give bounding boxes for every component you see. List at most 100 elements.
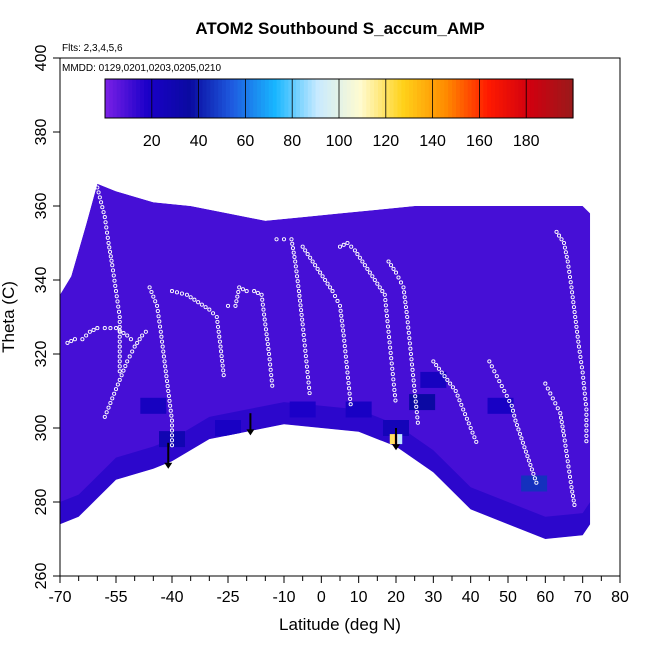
track-point [149, 289, 154, 295]
track-point [555, 406, 560, 411]
colorbar-segment [155, 79, 161, 118]
track-point [514, 422, 520, 428]
track-point [95, 326, 100, 331]
track-point [463, 412, 468, 417]
colorbar-segment [397, 79, 402, 118]
track-point [265, 337, 270, 342]
track-point [563, 250, 568, 255]
colorbar-segment [280, 79, 285, 118]
track-point [155, 309, 160, 314]
colorbar-segment [362, 79, 367, 118]
colorbar-segment [370, 79, 375, 118]
track-point [370, 274, 375, 279]
colorbar-segment [518, 79, 523, 118]
y-tick-label: 260 [33, 563, 50, 590]
track-point [584, 423, 589, 428]
track-point [72, 337, 77, 342]
track-point [335, 298, 340, 304]
colorbar-segment [296, 79, 301, 118]
track-point [392, 387, 397, 392]
arrow-annotations [164, 413, 400, 469]
colorbar-segment [327, 79, 332, 118]
colorbar-segment [132, 79, 137, 118]
track-point [342, 338, 347, 343]
colorbar-segment [225, 79, 231, 118]
track-point [391, 382, 396, 387]
track-point [263, 322, 268, 327]
track-point [576, 339, 581, 344]
track-point [337, 244, 343, 249]
track-point [117, 324, 122, 329]
track-point [163, 364, 168, 369]
colorbar-segment [241, 79, 246, 118]
track-point [221, 373, 226, 378]
track-point [123, 363, 128, 369]
track-point [151, 294, 156, 299]
track-point [112, 391, 117, 396]
track-point [117, 334, 122, 339]
track-point [414, 410, 419, 415]
y-tick-label: 400 [33, 45, 50, 72]
heatmap-background [60, 183, 591, 540]
track-point [339, 313, 344, 318]
colorbar-segment [245, 79, 250, 118]
track-point [106, 240, 111, 246]
track-point [344, 359, 349, 364]
track-point [384, 313, 389, 318]
track-point [91, 327, 96, 333]
track-point [392, 393, 397, 398]
track-point [564, 448, 569, 453]
heatmap-lower-band [60, 402, 591, 540]
track-point [244, 289, 249, 294]
track-point [372, 277, 377, 283]
track-point [391, 377, 396, 382]
track-point [233, 303, 238, 308]
track-point [265, 342, 270, 347]
track-point [567, 269, 572, 274]
track-point [362, 263, 367, 268]
track-point [448, 381, 453, 386]
track-point [117, 319, 122, 324]
track-point [217, 339, 222, 344]
track-point [221, 368, 226, 373]
track-point [97, 195, 102, 200]
track-point [510, 408, 516, 413]
track-point [303, 248, 308, 253]
colorbar-segment [179, 79, 184, 118]
track-point [117, 364, 122, 369]
track-point [220, 363, 225, 368]
colorbar-segment [249, 79, 254, 118]
track-point [408, 346, 413, 351]
track-point [439, 370, 444, 375]
track-point [281, 237, 287, 242]
colorbar-tick-label: 60 [237, 133, 255, 150]
heatmap-cell [521, 475, 548, 492]
x-tick-label: 50 [499, 589, 517, 606]
track-point [408, 351, 413, 357]
track-point [157, 319, 162, 324]
track-point [517, 431, 522, 436]
track-point [567, 474, 573, 479]
track-point [386, 259, 391, 264]
colorbar-segment [549, 79, 555, 118]
flights-subtitle: Flts: 2,3,4,5,6 [62, 43, 123, 54]
track-point [338, 308, 343, 313]
heatmap-cell [159, 468, 185, 485]
track-point [305, 369, 310, 375]
track-point [578, 354, 583, 360]
colorbar-segment [307, 79, 313, 118]
track-point [528, 462, 533, 468]
x-tick-label: 80 [611, 589, 629, 606]
track-point [573, 319, 578, 324]
track-point [568, 479, 573, 485]
colorbar-tick-label: 140 [419, 133, 446, 150]
track-point [563, 443, 568, 448]
track-point [583, 402, 588, 407]
x-tick-label: -40 [160, 589, 183, 606]
track-point [109, 258, 114, 263]
colorbar-segment [420, 79, 426, 118]
colorbar-segment [389, 79, 395, 118]
track-point [413, 394, 418, 399]
track-point [308, 255, 313, 260]
track-point [330, 289, 335, 294]
